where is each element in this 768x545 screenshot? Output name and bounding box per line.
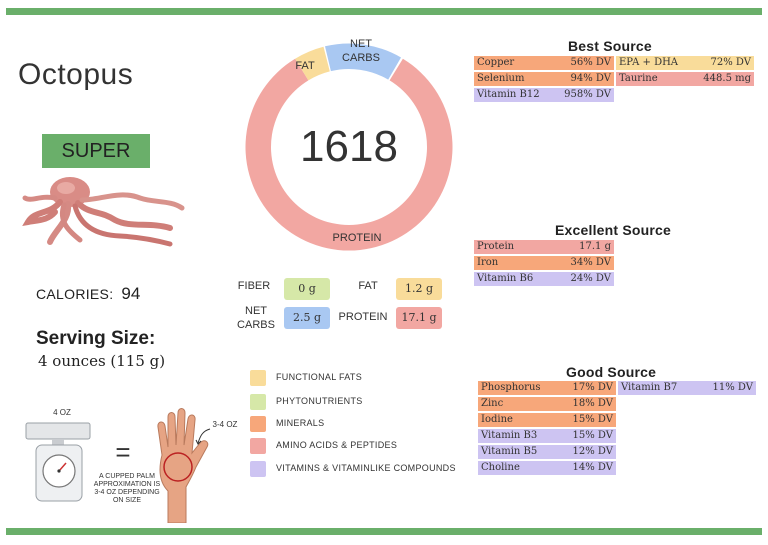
nutrient-name: Vitamin B5 bbox=[481, 446, 538, 457]
nutrient-value: 958% DV bbox=[564, 89, 611, 100]
donut-label-net-carbs: NET CARBS bbox=[336, 38, 386, 64]
protein-label: PROTEIN bbox=[338, 311, 388, 323]
nutrient-name: Taurine bbox=[619, 73, 658, 84]
nutrient-name: Protein bbox=[477, 241, 515, 252]
fat-label: FAT bbox=[358, 280, 378, 292]
nutrient-name: Vitamin B6 bbox=[477, 273, 534, 284]
nutrient-value: 94% DV bbox=[570, 73, 611, 84]
net-carbs-value: 2.5 g bbox=[284, 307, 330, 329]
palm-caption: A CUPPED PALM APPROXIMATION IS 3-4 OZ DE… bbox=[88, 473, 166, 505]
food-title: Octopus bbox=[18, 58, 134, 91]
legend-swatch bbox=[250, 461, 266, 477]
nutrient-vitamin-b3: Vitamin B3 15% DV bbox=[478, 429, 616, 443]
portion-illustration: 4 OZ = A CUPPED PALM APPROXIMATION IS 3-… bbox=[20, 405, 250, 525]
nutrient-value: 15% DV bbox=[572, 414, 613, 425]
donut-segment-fat bbox=[295, 46, 330, 81]
legend-swatch bbox=[250, 394, 266, 410]
nutrient-epa-dha: EPA + DHA 72% DV bbox=[616, 56, 754, 70]
nutrient-value: 56% DV bbox=[570, 57, 611, 68]
nutrient-iodine: Iodine 15% DV bbox=[478, 413, 616, 427]
donut-label-carbs: CARBS bbox=[342, 52, 380, 64]
serving-size-value: 4 ounces (115 g) bbox=[38, 352, 166, 370]
nutrient-choline: Choline 14% DV bbox=[478, 461, 616, 475]
good-source-title: Good Source bbox=[566, 364, 657, 380]
fiber-label: FIBER bbox=[237, 280, 271, 292]
nutrient-name: Vitamin B12 bbox=[477, 89, 540, 100]
nutrient-value: 11% DV bbox=[712, 382, 753, 393]
nutrient-zinc: Zinc 18% DV bbox=[478, 397, 616, 411]
net-carbs-label: NET CARBS bbox=[234, 304, 278, 332]
nutrient-value: 448.5 mg bbox=[703, 73, 751, 84]
palm-label: 3-4 OZ bbox=[212, 420, 238, 429]
nutrient-name: Iodine bbox=[481, 414, 513, 425]
legend-label: FUNCTIONAL FATS bbox=[276, 372, 363, 382]
nutrient-name: Phosphorus bbox=[481, 382, 541, 393]
nutrient-name: Zinc bbox=[481, 398, 504, 409]
donut-segment-net-carbs bbox=[325, 43, 401, 80]
donut-label-fat: FAT bbox=[295, 60, 315, 72]
palm-caption-line: APPROXIMATION IS bbox=[93, 481, 161, 488]
octopus-image bbox=[22, 177, 185, 247]
nutrient-name: Choline bbox=[481, 462, 520, 473]
donut-label-net: NET bbox=[350, 38, 372, 50]
best-source-title: Best Source bbox=[568, 38, 652, 54]
nutrient-value: 14% DV bbox=[572, 462, 613, 473]
legend-swatch bbox=[250, 438, 266, 454]
nutrient-iron: Iron 34% DV bbox=[474, 256, 614, 270]
nutrient-vitamin-b6: Vitamin B6 24% DV bbox=[474, 272, 614, 286]
protein-value: 17.1 g bbox=[396, 307, 442, 329]
nutrient-value: 34% DV bbox=[570, 257, 611, 268]
palm-caption-line: A CUPPED PALM bbox=[99, 473, 155, 480]
macro-donut-chart bbox=[245, 43, 453, 251]
nutrient-value: 18% DV bbox=[572, 398, 613, 409]
legend-label: VITAMINS & VITAMINLIKE COMPOUNDS bbox=[276, 463, 456, 473]
legend-swatch bbox=[250, 370, 266, 386]
nutrient-value: 17% DV bbox=[572, 382, 613, 393]
nutrient-protein: Protein 17.1 g bbox=[474, 240, 614, 254]
calories-value: 94 bbox=[121, 284, 141, 303]
cupped-palm-icon bbox=[157, 408, 209, 523]
donut-total: 1618 bbox=[300, 122, 398, 171]
serving-size-title: Serving Size: bbox=[36, 328, 156, 349]
nutrient-name: Iron bbox=[477, 257, 499, 268]
nutrient-name: EPA + DHA bbox=[619, 57, 679, 68]
nutrient-phosphorus: Phosphorus 17% DV bbox=[478, 381, 616, 395]
equals-sign: = bbox=[115, 437, 131, 467]
excellent-source-title: Excellent Source bbox=[555, 222, 672, 238]
nutrient-vitamin-b7: Vitamin B7 11% DV bbox=[618, 381, 756, 395]
nutrient-name: Vitamin B3 bbox=[481, 430, 538, 441]
legend-swatch bbox=[250, 416, 266, 432]
top-accent-bar bbox=[6, 8, 762, 15]
arrow-icon bbox=[195, 428, 211, 445]
calories-label: CALORIES: bbox=[36, 286, 114, 302]
fat-value: 1.2 g bbox=[396, 278, 442, 300]
palm-caption-line: 3-4 OZ DEPENDING bbox=[94, 489, 160, 496]
nutrient-vitamin-b5: Vitamin B5 12% DV bbox=[478, 445, 616, 459]
palm-caption-line: ON SIZE bbox=[112, 497, 141, 504]
nutrient-taurine: Taurine 448.5 mg bbox=[616, 72, 754, 86]
net-carbs-label-line2: CARBS bbox=[237, 319, 275, 331]
legend-label: AMINO ACIDS & PEPTIDES bbox=[276, 440, 398, 450]
nutrient-selenium: Selenium 94% DV bbox=[474, 72, 614, 86]
bottom-accent-bar bbox=[6, 528, 762, 535]
calories-line: CALORIES: 94 bbox=[36, 284, 140, 304]
nutrient-name: Vitamin B7 bbox=[621, 382, 678, 393]
net-carbs-label-line1: NET bbox=[245, 305, 267, 317]
kitchen-scale-icon bbox=[25, 422, 91, 502]
scale-label: 4 OZ bbox=[53, 408, 71, 417]
legend-label: MINERALS bbox=[276, 418, 325, 428]
nutrient-name: Selenium bbox=[477, 73, 525, 84]
nutrient-vitamin-b12: Vitamin B12 958% DV bbox=[474, 88, 614, 102]
fiber-value: 0 g bbox=[284, 278, 330, 300]
nutrient-copper: Copper 56% DV bbox=[474, 56, 614, 70]
super-badge: SUPER bbox=[42, 134, 150, 168]
nutrient-value: 15% DV bbox=[572, 430, 613, 441]
nutrient-value: 72% DV bbox=[710, 57, 751, 68]
nutrient-value: 12% DV bbox=[572, 446, 613, 457]
nutrient-value: 24% DV bbox=[570, 273, 611, 284]
nutrient-name: Copper bbox=[477, 57, 515, 68]
nutrient-value: 17.1 g bbox=[579, 241, 611, 252]
donut-label-protein: PROTEIN bbox=[332, 232, 382, 244]
legend-label: PHYTONUTRIENTS bbox=[276, 396, 363, 406]
